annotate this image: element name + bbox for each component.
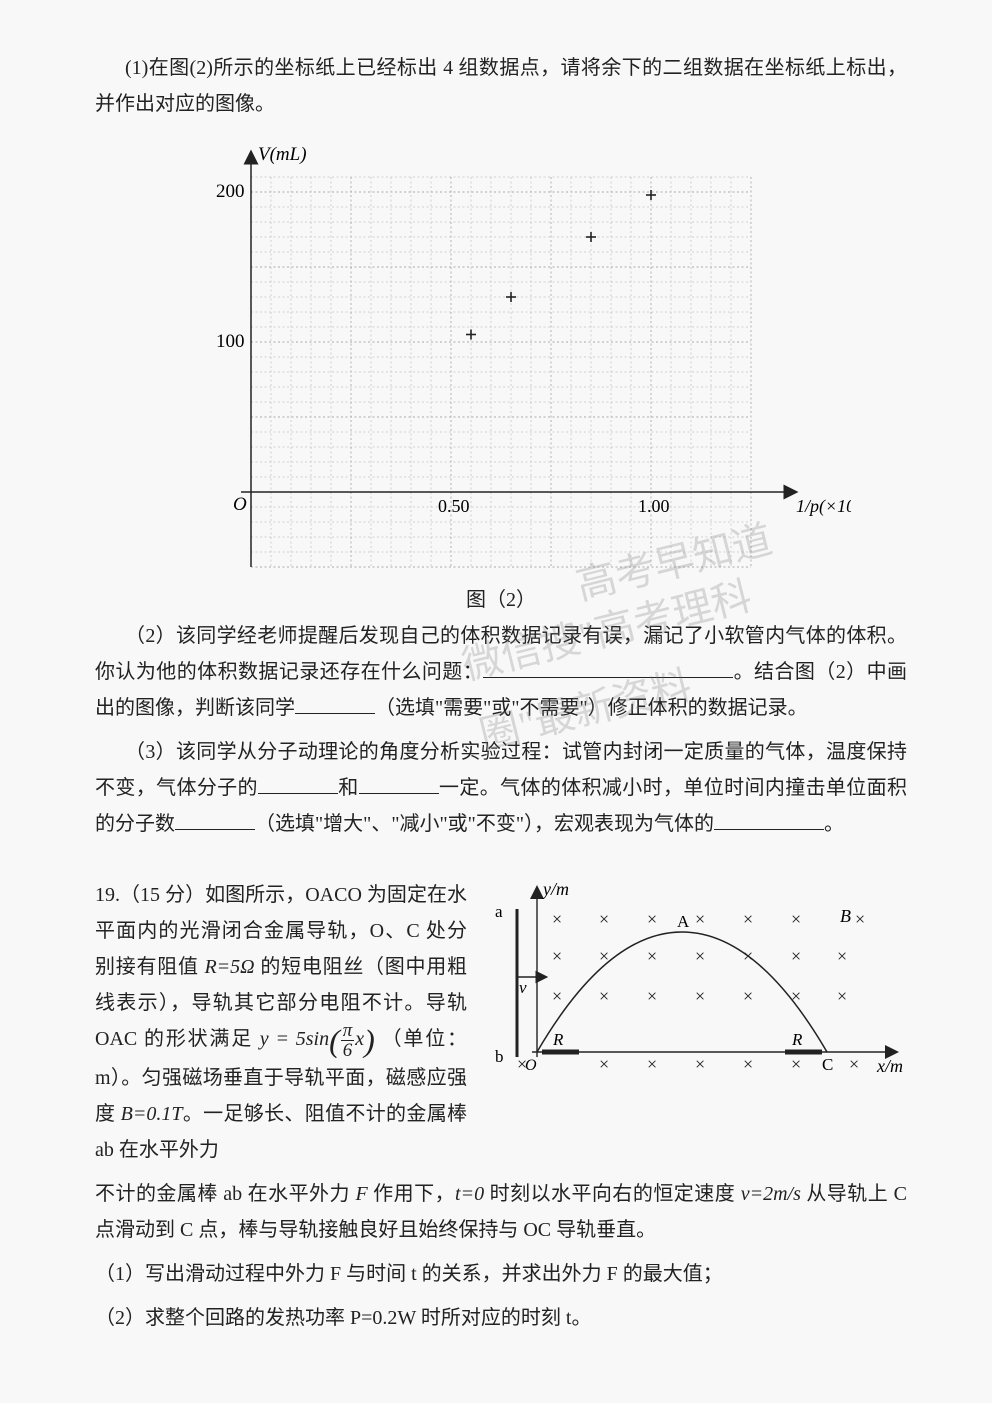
- x-tick-100: 1.00: [638, 496, 670, 516]
- svg-text:×: ×: [849, 1054, 859, 1074]
- q19-diagram: y/m x/m O A C a b v R R B: [477, 877, 907, 1082]
- x-axis-label: 1/p(×10⁻⁵Pa⁻¹): [796, 496, 851, 517]
- q19-b: B=0.1T: [121, 1103, 183, 1125]
- q2-text: （2）该同学经老师提醒后发现自己的体积数据记录有误，漏记了小软管内气体的体积。你…: [95, 618, 907, 726]
- blank-q2-2: [295, 690, 375, 714]
- svg-text:×: ×: [599, 909, 609, 929]
- q19-intro: 19.（15 分）如图所示，OACO 为固定在水平面内的光滑闭合金属导轨，O、C…: [95, 877, 467, 1168]
- q3-text: （3）该同学从分子动理论的角度分析实验过程：试管内封闭一定质量的气体，温度保持不…: [95, 734, 907, 842]
- svg-text:×: ×: [695, 946, 705, 966]
- blank-q3-1: [258, 770, 338, 794]
- x-tick-050: 0.50: [438, 496, 470, 516]
- q19-number: 19.（15 分）: [95, 884, 205, 906]
- q3-p4: （选填"增大"、"减小"或"不变"），宏观表现为气体的: [255, 813, 714, 835]
- diag-x-label: x/m: [876, 1056, 903, 1076]
- svg-text:×: ×: [552, 946, 562, 966]
- svg-text:×: ×: [552, 909, 562, 929]
- svg-text:×: ×: [647, 1054, 657, 1074]
- chart-figure-2: V(mL) 1/p(×10⁻⁵Pa⁻¹) O 100 200 0.50 1.00: [151, 142, 851, 572]
- svg-text:×: ×: [647, 909, 657, 929]
- q19-i6: 时刻以水平向右的恒定速度: [484, 1183, 741, 1205]
- blank-q2-1: [483, 654, 733, 678]
- q19-i5: 作用下，: [368, 1183, 455, 1205]
- q19-sub1: （1）写出滑动过程中外力 F 与时间 t 的关系，并求出外力 F 的最大值；: [95, 1256, 907, 1292]
- q19-t: t=0: [455, 1183, 484, 1205]
- svg-text:×: ×: [695, 1054, 705, 1074]
- diag-b: b: [495, 1047, 504, 1066]
- svg-text:×: ×: [743, 1054, 753, 1074]
- svg-text:×: ×: [791, 946, 801, 966]
- svg-text:×: ×: [647, 946, 657, 966]
- svg-text:×: ×: [517, 1054, 527, 1074]
- q1-text: (1)在图(2)所示的坐标纸上已经标出 4 组数据点，请将余下的二组数据在坐标纸…: [95, 50, 907, 122]
- q19-cont: 不计的金属棒 ab 在水平外力 F 作用下，t=0 时刻以水平向右的恒定速度 v…: [95, 1176, 907, 1248]
- svg-text:×: ×: [647, 986, 657, 1006]
- diag-a: a: [495, 902, 503, 921]
- q3-p5: 。: [824, 813, 844, 835]
- diag-C: C: [822, 1055, 833, 1074]
- svg-text:×: ×: [837, 946, 847, 966]
- diag-v: v: [519, 978, 527, 997]
- svg-text:×: ×: [837, 986, 847, 1006]
- svg-text:×: ×: [743, 946, 753, 966]
- svg-text:×: ×: [855, 909, 865, 929]
- svg-text:×: ×: [791, 909, 801, 929]
- data-points: [466, 190, 656, 340]
- y-axis-label: V(mL): [258, 144, 307, 165]
- blank-q3-4: [714, 806, 824, 830]
- q19-i4b: 不计的金属棒 ab 在水平外力 F: [95, 1183, 368, 1205]
- curve-oac: [537, 932, 827, 1052]
- q19-v: v=2m/s: [741, 1183, 801, 1205]
- formula-x: x: [355, 1028, 364, 1050]
- svg-text:×: ×: [695, 909, 705, 929]
- svg-text:×: ×: [743, 909, 753, 929]
- svg-text:×: ×: [599, 986, 609, 1006]
- diag-B: B: [840, 906, 851, 926]
- svg-text:×: ×: [791, 1054, 801, 1074]
- diag-y-label: y/m: [541, 879, 569, 899]
- svg-text:×: ×: [743, 986, 753, 1006]
- formula-lhs: y = 5sin: [260, 1028, 329, 1050]
- q19-sub2: （2）求整个回路的发热功率 P=0.2W 时所对应的时刻 t。: [95, 1300, 907, 1336]
- q3-p2: 和: [338, 777, 359, 799]
- svg-text:×: ×: [599, 946, 609, 966]
- q2-line2-after: （选填"需要"或"不需要"）修正体积的数据记录。: [375, 697, 808, 719]
- frac-den: 6: [341, 1041, 355, 1060]
- diag-A: A: [677, 912, 690, 931]
- field-markers: × × × × × × × × × × × × × × × × × × × × × × × × × × × ×: [517, 909, 865, 1074]
- blank-q3-3: [175, 806, 255, 830]
- diag-R2: R: [791, 1030, 803, 1049]
- blank-q3-2: [359, 770, 439, 794]
- q19-block: 19.（15 分）如图所示，OACO 为固定在水平面内的光滑闭合金属导轨，O、C…: [95, 877, 907, 1336]
- y-tick-200: 200: [216, 181, 245, 202]
- diag-R1: R: [552, 1030, 564, 1049]
- svg-text:×: ×: [695, 986, 705, 1006]
- y-tick-100: 100: [216, 331, 245, 352]
- chart-caption: 图（2）: [95, 582, 907, 618]
- svg-text:×: ×: [552, 986, 562, 1006]
- q19-r: R=5Ω: [204, 956, 254, 978]
- q19-formula: y = 5sin(π6x): [260, 1028, 382, 1050]
- svg-text:×: ×: [791, 986, 801, 1006]
- frac-num: π: [341, 1021, 355, 1041]
- origin-label: O: [233, 494, 247, 515]
- svg-text:×: ×: [599, 1054, 609, 1074]
